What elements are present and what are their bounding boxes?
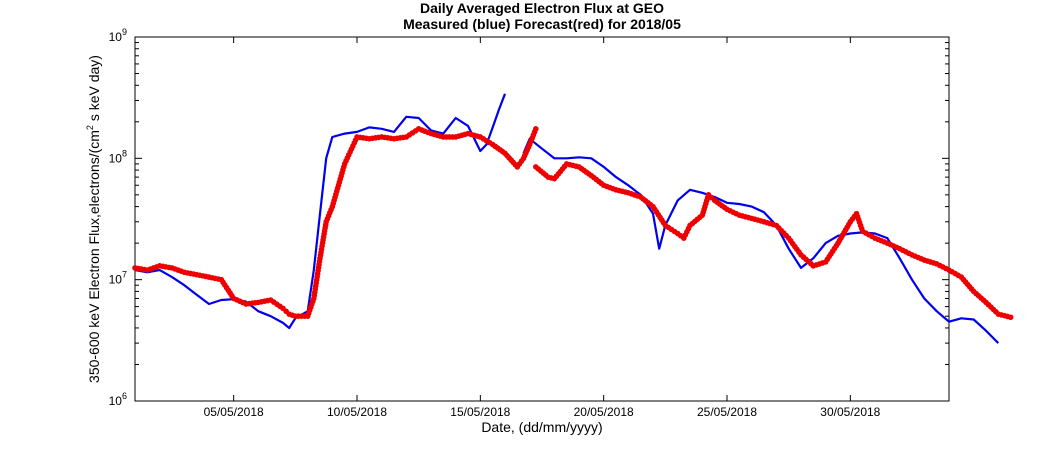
measured-flux-line [134, 93, 507, 330]
y-tick-exponent: 7 [122, 270, 127, 280]
y-tick-exponent: 6 [122, 391, 127, 401]
y-tick-label: 108 [109, 148, 127, 165]
x-tick-label: 15/05/2018 [450, 405, 510, 419]
x-tick-label: 10/05/2018 [327, 405, 387, 419]
y-axis-label-exponent: 2 [85, 125, 95, 130]
y-tick-base: 10 [109, 151, 123, 165]
y-tick-label: 109 [109, 27, 127, 44]
chart-title: Daily Averaged Electron Flux at GEO [420, 0, 664, 16]
y-axis-label: 350-600 keV Electron Flux,electrons/(cm2… [85, 55, 102, 383]
y-tick-base: 10 [109, 394, 123, 408]
y-tick-exponent: 8 [122, 148, 127, 158]
y-tick-base: 10 [109, 273, 123, 287]
chart-subtitle: Measured (blue) Forecast(red) for 2018/0… [403, 16, 681, 32]
y-tick-exponent: 9 [122, 27, 127, 37]
x-tick-label: 05/05/2018 [204, 405, 264, 419]
y-tick-label: 106 [109, 391, 127, 408]
x-tick-label: 20/05/2018 [574, 405, 634, 419]
x-axis: 05/05/2018 10/05/2018 15/05/2018 20/05/2018… [204, 37, 881, 419]
x-tick-label: 30/05/2018 [820, 405, 880, 419]
y-tick-base: 10 [109, 30, 123, 44]
y-tick-label: 107 [109, 270, 127, 287]
forecast-flux-dot [533, 126, 539, 132]
plot-area [134, 36, 950, 402]
y-axis-label-units: s keV day) [86, 55, 102, 125]
x-tick-label: 25/05/2018 [697, 405, 757, 419]
forecast-flux-dot [1007, 314, 1014, 321]
x-axis-label: Date, (dd/mm/yyyy) [481, 419, 602, 435]
series-layer [132, 93, 1014, 344]
y-axis-label-main: 350-600 keV Electron Flux,electrons/(cm [86, 130, 102, 383]
measured-flux-line [522, 137, 1000, 344]
